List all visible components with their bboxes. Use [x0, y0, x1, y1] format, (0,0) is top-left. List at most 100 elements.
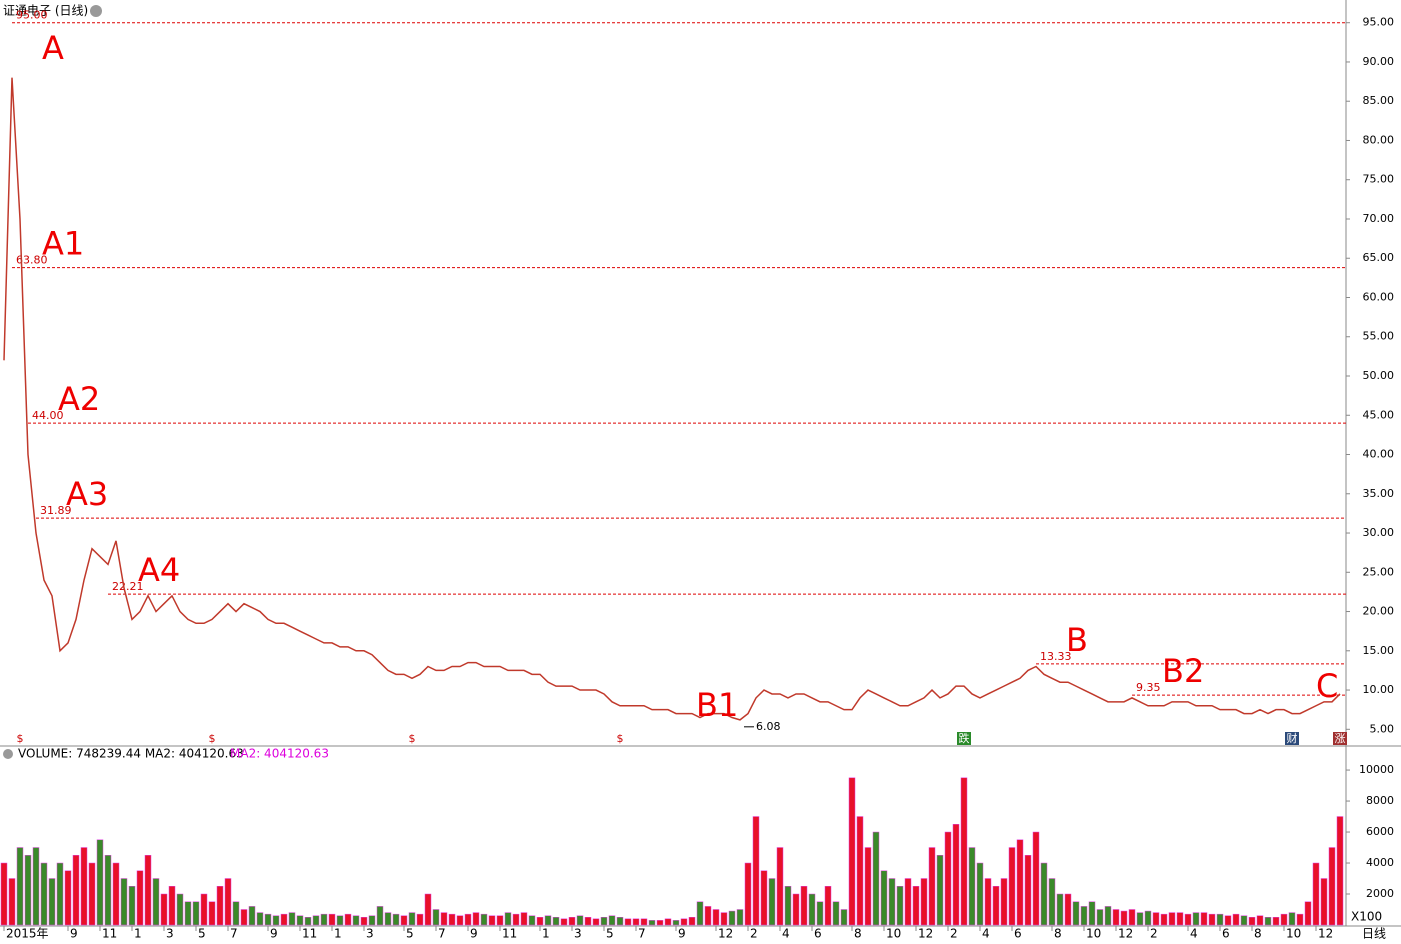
volume-legend: VOLUME: 748239.44 MA2: 404120.63	[18, 747, 244, 761]
y-tick-label: 80.00	[1363, 133, 1395, 146]
volume-bar	[928, 847, 936, 926]
volume-bar	[240, 909, 248, 926]
y-tick-label: 20.00	[1363, 605, 1395, 618]
volume-bar	[704, 906, 712, 926]
x-tick-label: 8	[854, 927, 862, 941]
wave-label: C	[1316, 667, 1338, 705]
chart-title: 证通电子 (日线)	[3, 4, 88, 18]
event-box	[1333, 732, 1347, 745]
volume-bar	[160, 893, 168, 926]
volume-bar	[888, 878, 896, 926]
x-tick-label: 9	[70, 927, 78, 941]
volume-bar	[824, 886, 832, 926]
volume-bar	[1184, 913, 1192, 926]
volume-bar	[32, 847, 40, 926]
x-tick-label: 8	[1054, 927, 1062, 941]
volume-bar	[48, 878, 56, 926]
volume-bar	[616, 917, 624, 926]
volume-bar	[544, 915, 552, 926]
x-tick-label: 2	[750, 927, 758, 941]
x-tick-label: 10	[1086, 927, 1101, 941]
volume-bar	[1320, 878, 1328, 926]
volume-bar	[688, 917, 696, 926]
volume-bar	[984, 878, 992, 926]
volume-bar	[416, 913, 424, 926]
level-label: 95.00	[16, 9, 48, 22]
volume-bar	[648, 920, 656, 926]
volume-bar	[728, 910, 736, 926]
volume-bar	[904, 878, 912, 926]
volume-bar	[640, 918, 648, 926]
volume-bar	[408, 912, 416, 926]
volume-bar	[1160, 913, 1168, 926]
volume-bar	[1240, 915, 1248, 926]
volume-bar	[392, 913, 400, 926]
ma-legend: MA2: 404120.63	[230, 747, 329, 761]
volume-bar	[568, 917, 576, 926]
volume-bar	[1272, 917, 1280, 926]
volume-bar	[432, 909, 440, 926]
volume-bar	[192, 901, 200, 926]
x-tick-label: 1	[334, 927, 342, 941]
volume-bar	[560, 918, 568, 926]
volume-bar	[600, 917, 608, 926]
volume-bar	[784, 886, 792, 926]
level-label: 13.33	[1040, 650, 1072, 663]
volume-bar	[256, 912, 264, 926]
volume-bar	[1136, 912, 1144, 926]
volume-bar	[0, 862, 8, 926]
x-tick-label: 11	[302, 927, 317, 941]
volume-bar	[712, 909, 720, 926]
volume-bar	[1280, 913, 1288, 926]
volume-bar	[456, 915, 464, 926]
volume-bar	[488, 915, 496, 926]
x-tick-label: 10	[886, 927, 901, 941]
volume-bar	[920, 878, 928, 926]
volume-bar	[1088, 901, 1096, 926]
volume-bar	[1256, 915, 1264, 926]
menu-icon[interactable]	[90, 5, 102, 17]
volume-bar	[40, 862, 48, 926]
volume-bar	[744, 862, 752, 926]
volume-bar	[304, 917, 312, 926]
volume-bar	[288, 912, 296, 926]
volume-bar	[1168, 912, 1176, 926]
volume-bar	[496, 915, 504, 926]
x-tick-label: 9	[270, 927, 278, 941]
period-label: 日线	[1362, 927, 1386, 941]
y-tick-label: 35.00	[1363, 487, 1395, 500]
volume-bar	[272, 915, 280, 926]
volume-bar	[320, 913, 328, 926]
volume-bar	[176, 893, 184, 926]
x-tick-label: 7	[638, 927, 646, 941]
volume-bar	[840, 909, 848, 926]
volume-bar	[1080, 906, 1088, 926]
x-tick-label: 12	[718, 927, 733, 941]
volume-bar	[976, 862, 984, 926]
volume-bar	[400, 915, 408, 926]
y-tick-label: 15.00	[1363, 644, 1395, 657]
volume-bar	[1144, 910, 1152, 926]
volume-bar	[344, 913, 352, 926]
volume-bar	[960, 777, 968, 926]
wave-label: B1	[696, 686, 738, 724]
volume-bar	[968, 847, 976, 926]
level-label: 22.21	[112, 580, 144, 593]
volume-bar	[184, 901, 192, 926]
y-tick-label: 65.00	[1363, 251, 1395, 264]
level-label: 9.35	[1136, 681, 1161, 694]
volume-bar	[1152, 912, 1160, 926]
x-tick-label: 1	[542, 927, 550, 941]
volume-bar	[112, 862, 120, 926]
y-tick-label: 25.00	[1363, 565, 1395, 578]
volume-bar	[104, 855, 112, 926]
volume-bar	[336, 915, 344, 926]
y-tick-label: 70.00	[1363, 212, 1395, 225]
volume-bar	[1216, 913, 1224, 926]
volume-bar	[1032, 831, 1040, 926]
x-tick-label: 11	[102, 927, 117, 941]
menu-icon[interactable]	[3, 749, 13, 759]
price-line	[3, 77, 1341, 721]
